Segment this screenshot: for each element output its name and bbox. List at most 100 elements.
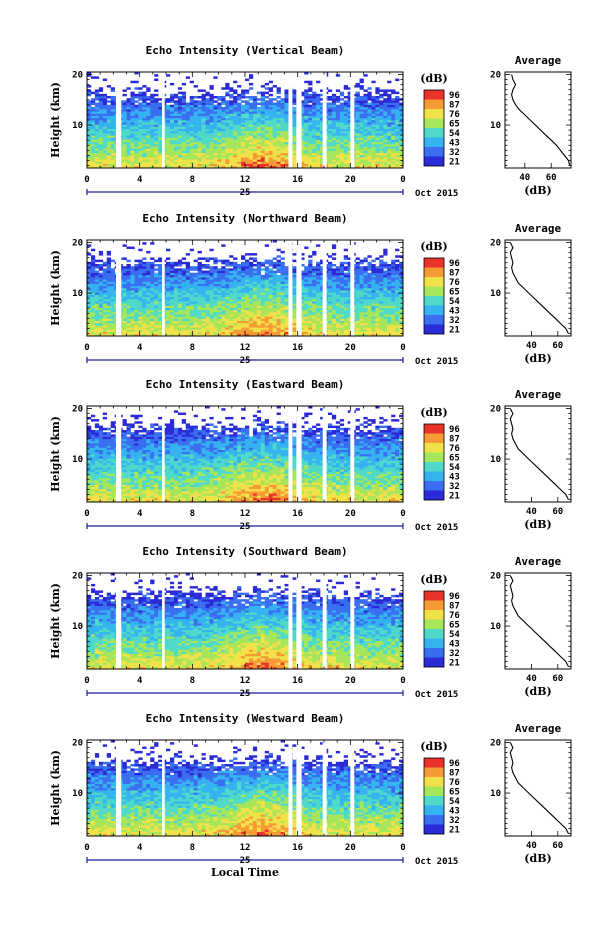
x-tick-label: 16	[292, 843, 303, 853]
colorbar-tick-label: 32	[449, 482, 460, 492]
colorbar-tick-label: 21	[449, 325, 460, 335]
colorbar-segment	[424, 815, 444, 825]
x-tick-label: 0	[400, 509, 405, 519]
x-tick-label: 4	[137, 676, 143, 686]
colorbar-tick-label: 87	[449, 268, 460, 278]
profile-x-axis-label: (dB)	[524, 352, 551, 365]
colorbar-tick-label: 96	[449, 759, 460, 769]
data-gap	[296, 240, 302, 336]
data-gap	[322, 240, 327, 336]
colorbar-segment	[424, 648, 444, 658]
day-label: 25	[240, 689, 251, 699]
data-gap	[322, 573, 327, 669]
date-label: Oct 2015	[415, 357, 458, 367]
x-tick-label: 20	[345, 843, 356, 853]
x-tick-label: 8	[190, 343, 195, 353]
colorbar-segment	[424, 619, 444, 630]
profile-x-tick-label: 60	[552, 507, 563, 517]
colorbar-segment	[424, 777, 444, 787]
profile-title: Average	[515, 555, 562, 568]
colorbar-segment	[424, 443, 444, 453]
profile-x-axis-label: (dB)	[524, 184, 551, 197]
colorbar-tick-label: 87	[449, 768, 460, 778]
profile-y-tick-label: 20	[490, 739, 501, 749]
profile-frame	[504, 739, 572, 837]
profile-series-line	[511, 74, 571, 166]
profile-y-tick-label: 20	[490, 572, 501, 582]
day-label: 25	[240, 856, 251, 866]
profile-y-tick-label: 20	[490, 71, 501, 81]
y-tick-label: 20	[72, 572, 83, 582]
colorbar-title: (dB)	[420, 740, 447, 753]
profile-title: Average	[515, 54, 562, 67]
colorbar-segment	[424, 109, 444, 119]
colorbar-tick-label: 96	[449, 259, 460, 269]
y-tick-label: 10	[72, 789, 83, 799]
y-tick-label: 10	[72, 622, 83, 632]
colorbar-segment	[424, 824, 444, 835]
heatmap-field	[87, 573, 404, 670]
panel-4: Echo Intensity (Southward Beam) 0 4 8 12 16 20…	[49, 545, 572, 700]
colorbar-segment	[424, 600, 444, 611]
colorbar-tick-label: 87	[449, 601, 460, 611]
data-gap	[162, 240, 165, 336]
x-tick-label: 8	[190, 843, 195, 853]
colorbar-segment	[424, 591, 444, 601]
data-gap	[288, 406, 293, 502]
data-gap	[296, 740, 302, 836]
x-tick-label: 0	[84, 843, 89, 853]
colorbar-segment	[424, 471, 444, 482]
colorbar-segment	[424, 305, 444, 316]
data-gap	[288, 740, 293, 836]
data-gap	[296, 406, 302, 502]
colorbar-segment	[424, 629, 444, 639]
colorbar-tick-label: 43	[449, 138, 460, 148]
heatmap-field	[87, 72, 404, 169]
colorbar-tick-label: 32	[449, 316, 460, 326]
x-tick-label: 0	[400, 343, 405, 353]
data-gap	[350, 406, 355, 502]
colorbar-tick-label: 87	[449, 100, 460, 110]
colorbar-segment	[424, 277, 444, 287]
profile-y-tick-label: 20	[490, 405, 501, 415]
x-tick-label: 12	[240, 343, 251, 353]
x-tick-label: 0	[84, 343, 89, 353]
y-tick-label: 10	[72, 455, 83, 465]
x-tick-label: 16	[292, 676, 303, 686]
panel-5: Echo Intensity (Westward Beam) 0 4 8 12 16 20 0…	[49, 712, 572, 879]
date-label: Oct 2015	[415, 690, 458, 700]
profile-title: Average	[515, 722, 562, 735]
y-axis-label: Height (km)	[49, 750, 62, 826]
colorbar-segment	[424, 638, 444, 649]
profile-series-line	[509, 742, 569, 834]
profile-y-tick-label: 20	[490, 239, 501, 249]
data-gap	[350, 573, 355, 669]
colorbar-tick-label: 54	[449, 297, 460, 307]
colorbar-segment	[424, 147, 444, 157]
colorbar-segment	[424, 767, 444, 778]
profile-x-tick-label: 40	[526, 507, 537, 517]
colorbar-segment	[424, 462, 444, 472]
colorbar-segment	[424, 156, 444, 167]
profile-x-tick-label: 40	[519, 173, 530, 183]
colorbar-segment	[424, 128, 444, 138]
panel-3: Echo Intensity (Eastward Beam) 0 4 8 12 16 20 0…	[49, 378, 572, 533]
colorbar-tick-label: 65	[449, 787, 460, 797]
profile-frame	[504, 405, 572, 503]
data-gap	[115, 72, 122, 168]
colorbar-segment	[424, 90, 444, 100]
profile-x-tick-label: 60	[546, 173, 557, 183]
data-gap	[162, 740, 165, 836]
colorbar-tick-label: 21	[449, 157, 460, 167]
data-gap	[350, 740, 355, 836]
heatmap-field	[87, 740, 404, 837]
colorbar-tick-label: 21	[449, 658, 460, 668]
data-gap	[322, 740, 327, 836]
colorbar-segment	[424, 324, 444, 335]
profile-y-tick-label: 10	[490, 121, 501, 131]
x-tick-label: 4	[137, 509, 143, 519]
colorbar-tick-label: 87	[449, 434, 460, 444]
heatmap-field	[87, 240, 404, 337]
panel-2: Echo Intensity (Northward Beam) 0 4 8 12 16 20…	[49, 212, 572, 367]
